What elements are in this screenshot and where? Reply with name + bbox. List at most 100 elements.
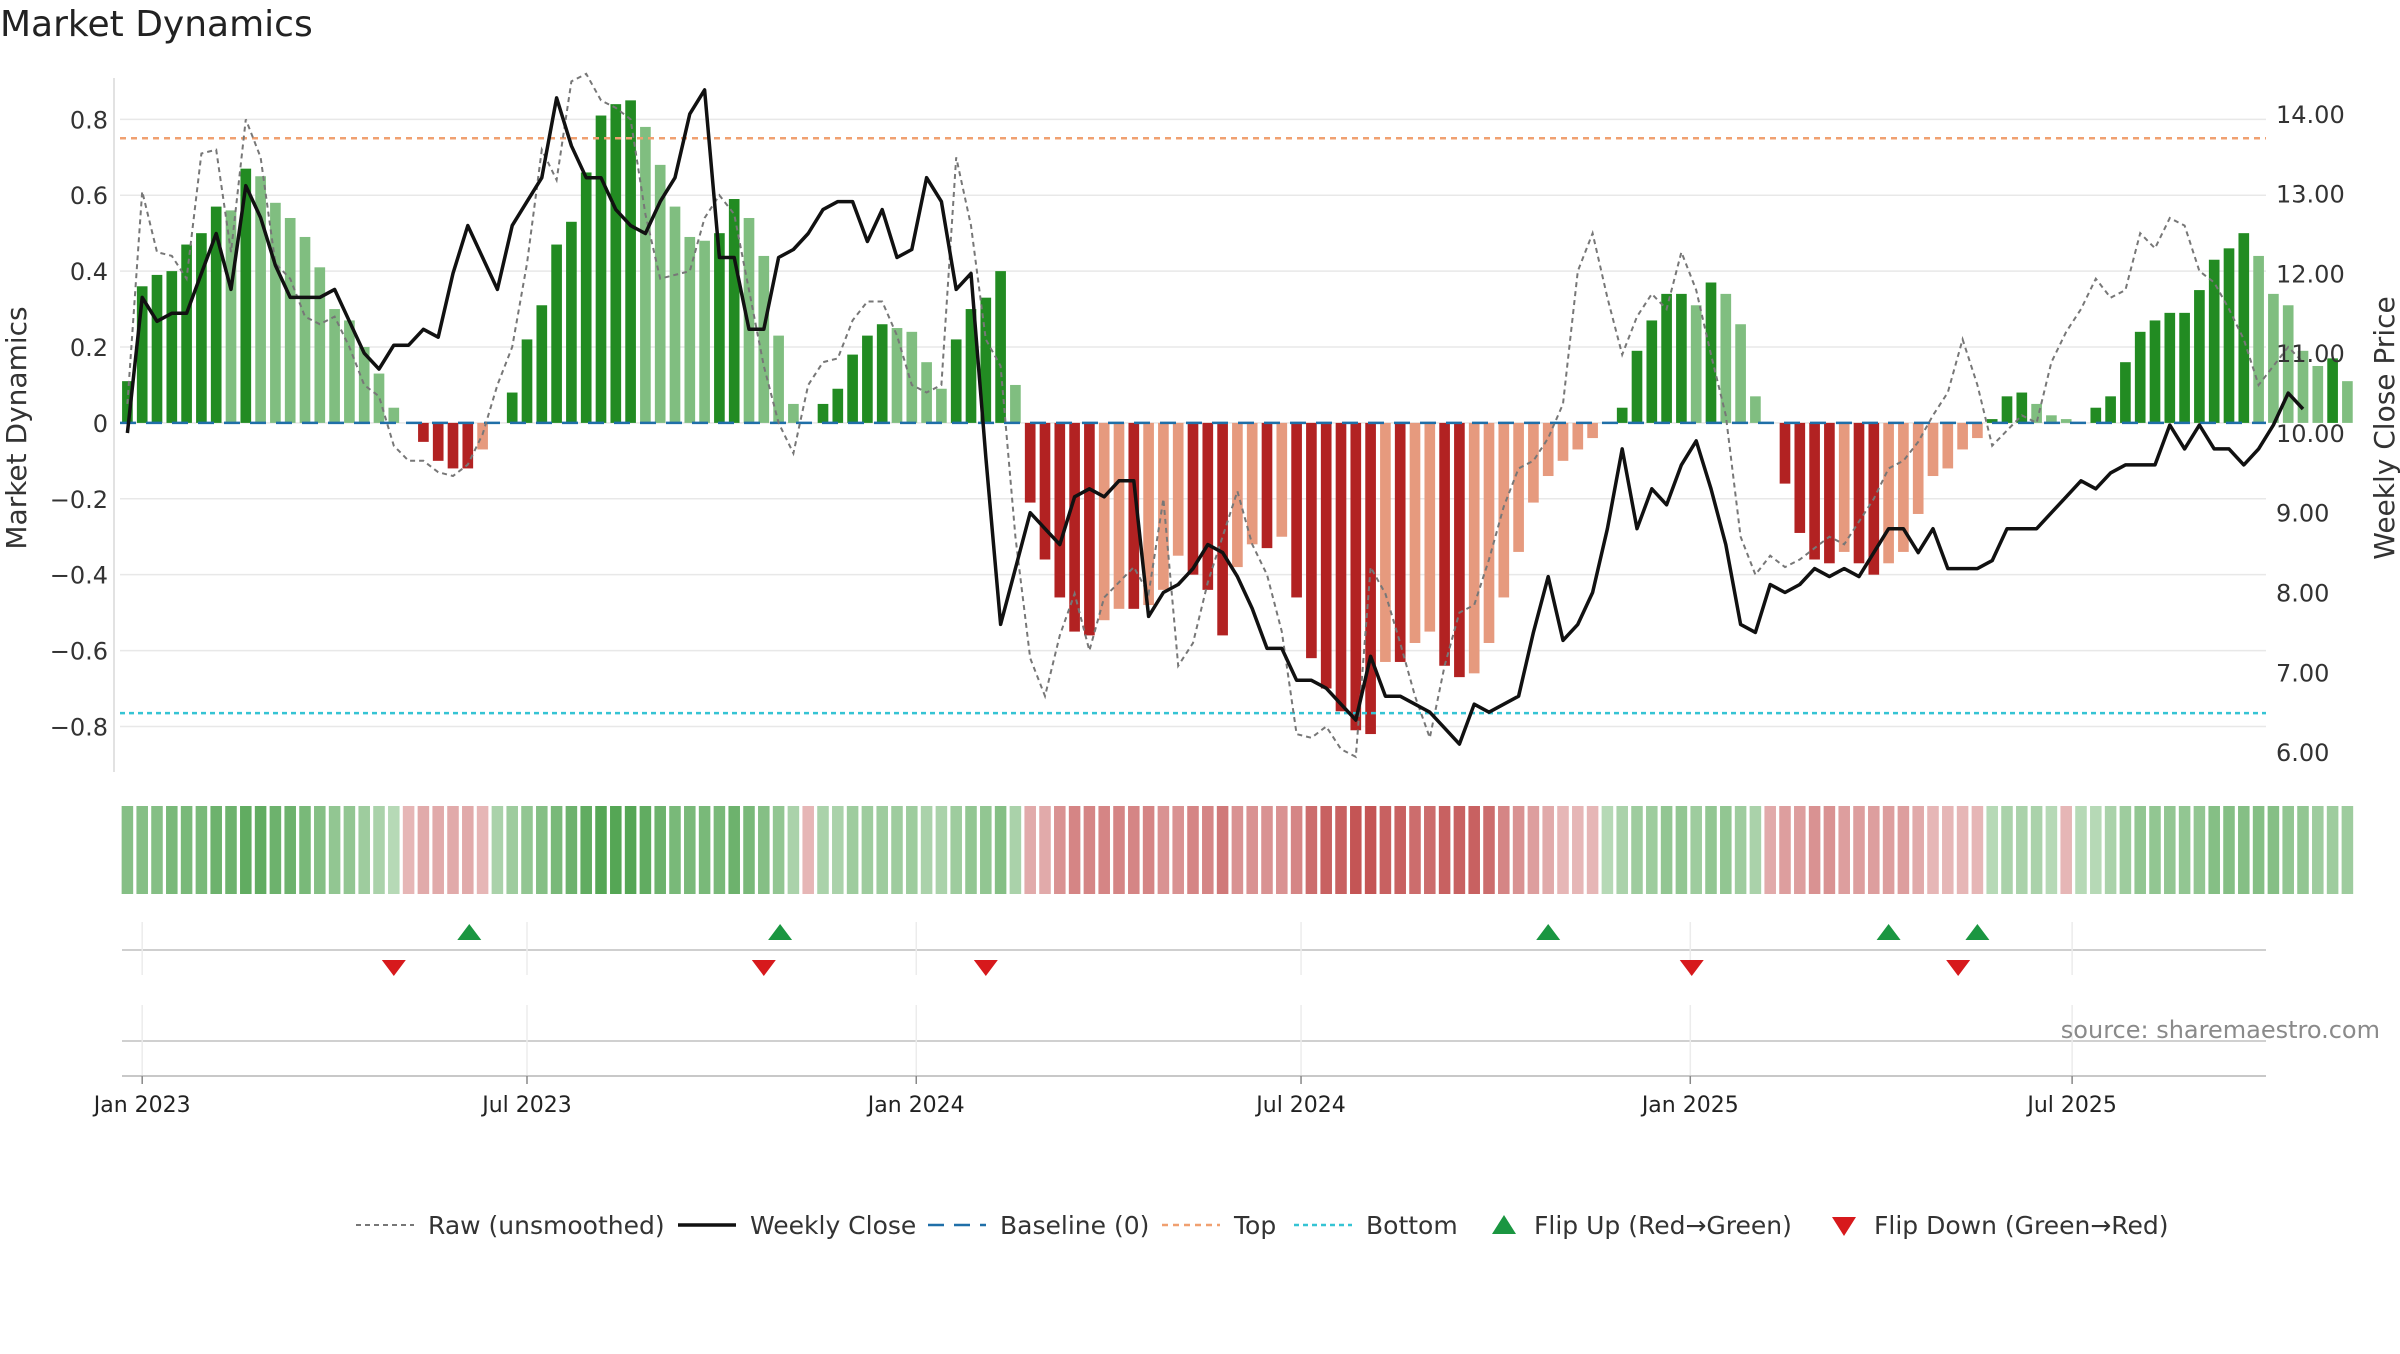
y-right-tick-label: 8.00 [2276,580,2329,608]
y-right-tick-label: 13.00 [2276,181,2345,209]
strength-cell [920,806,933,894]
dynamics-bar [1010,384,1021,423]
strength-cell [1202,806,1214,894]
dynamics-bar [1542,422,1554,477]
strength-cell [1172,806,1184,894]
dynamics-bar [1735,324,1746,423]
y-left-tick-label: 0.6 [70,182,108,210]
strength-cell [476,806,489,894]
x-tick-label: Jul 2025 [2025,1093,2117,1118]
dynamics-bar [1113,422,1125,609]
dynamics-bar [1069,422,1080,632]
y-left-tick-label: 0 [93,410,108,438]
strength-cell [343,806,356,894]
dynamics-bar [640,126,651,423]
strength-cell [1808,806,1821,894]
strength-cell [417,806,430,894]
strength-cell [846,806,859,894]
strength-cell [1557,806,1569,894]
dynamics-bar [699,240,710,423]
strength-cell [2267,806,2280,894]
dynamics-bar [2253,255,2264,423]
dynamics-bar [551,244,562,423]
strength-cell [1868,806,1880,894]
strength-cell [2178,806,2191,894]
strength-cell [2282,806,2294,894]
y-axis-left-label: Market Dynamics [0,306,33,549]
strength-cell [1320,806,1332,894]
strength-cell [166,806,178,894]
strength-cell [1971,806,1984,894]
price-lines [125,72,2305,759]
dynamics-bar [284,217,296,423]
dynamics-bar [1128,422,1140,609]
dynamics-bar [1676,293,1687,423]
dynamics-bar [1084,422,1095,636]
strength-cell [2297,806,2309,894]
dynamics-bar [743,217,755,423]
strength-cell [1276,806,1288,894]
dynamics-bar [462,422,474,469]
strength-cell [462,806,474,894]
strength-cell [1779,806,1791,894]
dynamics-bar [832,388,844,423]
strength-cell [1572,806,1584,894]
dynamics-bar [388,407,400,423]
dynamics-bar [669,206,681,423]
legend-label: Top [1233,1211,1276,1240]
strength-cell [1794,806,1806,894]
dynamics-bar [2297,350,2309,423]
strength-cell [388,806,400,894]
y-left-tick-label: 0.8 [70,106,108,134]
dynamics-bar [2001,396,2013,423]
flip-up-marker [1965,924,1990,940]
strength-cell [358,806,370,894]
dynamics-bar [2016,392,2028,423]
strength-cell [432,806,444,894]
strength-cell [1246,806,1258,894]
strength-cell [2312,806,2324,894]
strength-cell [2208,806,2220,894]
strength-cell [2090,806,2102,894]
strength-cell [861,806,874,894]
strength-cell [1394,806,1406,894]
legend-label: Raw (unsmoothed) [428,1211,665,1240]
dynamics-bar [1468,422,1480,674]
legend-label: Weekly Close [750,1211,916,1240]
dynamics-bar [1927,422,1939,477]
dynamics-bar [980,297,992,423]
dynamics-bar [1409,422,1421,643]
strength-cell [550,806,563,894]
strength-cell [2060,806,2072,894]
axes: 0.8 0.6 0.4 0.2 0 −0.2 −0.4 −0.6 −0.8 14.00 13.00 1… [50,78,2345,772]
strength-cell [1542,806,1554,894]
dynamics-bar [136,286,148,423]
dynamics-bar [1779,422,1791,484]
dynamics-bar [2208,259,2220,423]
dynamics-bar [654,164,666,423]
strength-cell [1527,806,1540,894]
dynamics-bar [477,422,488,450]
dynamics-bar [2060,419,2072,423]
strength-cell [980,806,992,894]
dynamics-bar [2268,293,2279,423]
dynamics-bar [1232,422,1243,568]
strength-cell [1187,806,1199,894]
strength-cell [121,806,134,894]
strength-cell [1498,806,1510,894]
dynamics-bar [1572,422,1584,450]
dynamics-bar [862,335,873,423]
strength-strip [121,806,2354,894]
dynamics-bar [1957,422,1968,450]
dynamics-bar [329,309,340,423]
dynamics-bar [1483,422,1495,643]
strength-cell [624,806,637,894]
strength-cell [1350,806,1362,894]
dynamics-bar [270,202,281,423]
dynamics-bar [1246,422,1258,545]
strength-cell [2016,806,2028,894]
strength-cell [654,806,666,894]
strength-cell [1468,806,1480,894]
strength-cell [1142,806,1155,894]
dynamics-bar [817,403,829,423]
